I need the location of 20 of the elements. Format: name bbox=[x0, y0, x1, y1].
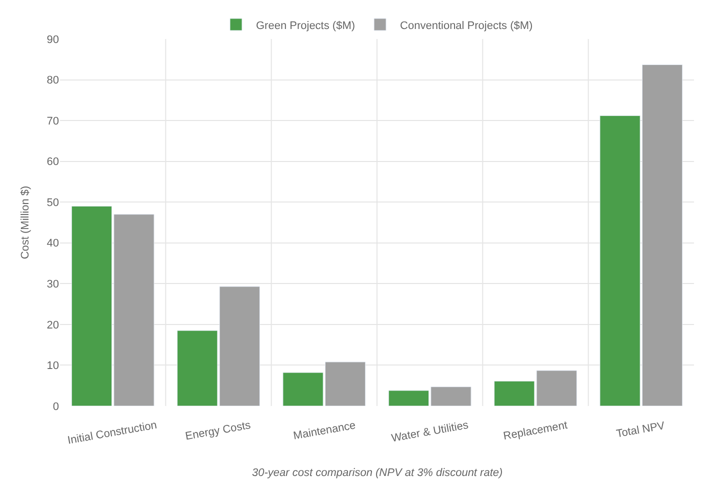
y-tick-label: 40 bbox=[46, 238, 59, 250]
y-tick-label: 0 bbox=[52, 400, 59, 413]
y-tick-label: 50 bbox=[46, 196, 59, 209]
x-tick-label: Maintenance bbox=[292, 420, 357, 442]
y-tick-label: 20 bbox=[46, 319, 59, 332]
y-tick-label: 60 bbox=[46, 156, 59, 168]
y-tick-label: 70 bbox=[46, 115, 59, 128]
y-tick-label: 90 bbox=[46, 34, 59, 46]
x-tick-label: Total NPV bbox=[615, 420, 666, 440]
x-tick-label: Water & Utilities bbox=[390, 419, 470, 445]
y-axis-title: Cost (Million $) bbox=[19, 186, 32, 260]
x-tick-label: Initial Construction bbox=[66, 419, 158, 447]
y-tick-label: 80 bbox=[46, 74, 59, 87]
x-tick-label: Energy Costs bbox=[184, 419, 252, 443]
y-tick-label: 30 bbox=[46, 278, 59, 291]
legend-label: Conventional Projects ($M) bbox=[400, 20, 533, 32]
y-tick-label: 10 bbox=[46, 360, 59, 372]
x-tick-label: Replacement bbox=[502, 419, 568, 443]
text: 30-year cost comparison (NPV at 3% discount rate) bbox=[252, 467, 503, 479]
legend-label: Green Projects ($M) bbox=[256, 20, 356, 32]
